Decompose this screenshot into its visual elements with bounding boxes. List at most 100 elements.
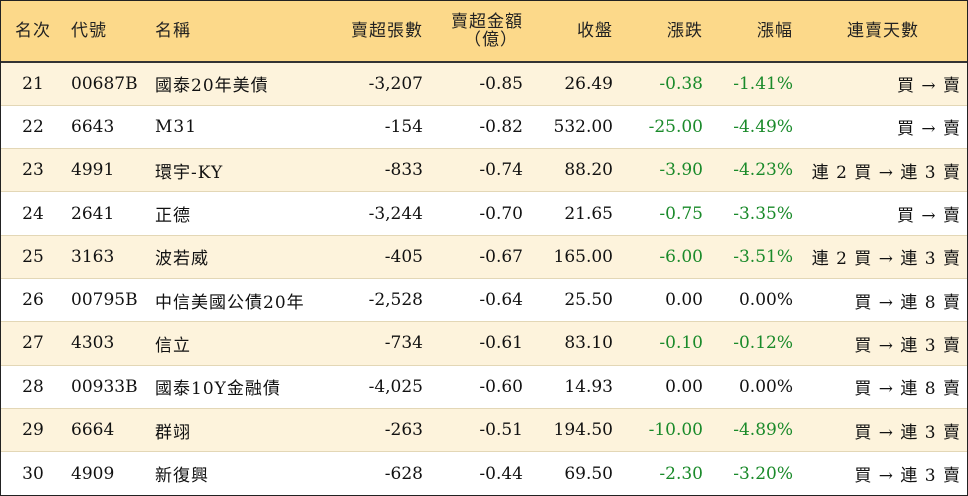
cell-net-sell-amount: -0.51	[479, 420, 523, 441]
table-body: 21 00687B 國泰20年美債 -3,207 -0.85 26.49 -0.38 -1.4…	[1, 62, 967, 495]
cell-rank: 25	[22, 246, 44, 267]
cell-streak: 買 → 連 8 賣	[854, 292, 961, 313]
cell-close: 88.20	[564, 160, 613, 181]
cell-change-pct: -3.35%	[733, 203, 793, 224]
cell-close: 25.50	[564, 290, 613, 311]
cell-close: 532.00	[553, 116, 613, 137]
cell-change: -10.00	[648, 420, 703, 441]
cell-net-sell-amount: -0.61	[479, 333, 523, 354]
cell-close: 194.50	[553, 420, 613, 441]
cell-net-sell-shares: -263	[384, 420, 423, 441]
cell-change: 0.00	[665, 376, 703, 397]
table-row: 24 2641 正德 -3,244 -0.70 21.65 -0.75 -3.35% 買 → 賣	[1, 191, 967, 236]
cell-streak: 連 2 買 → 連 3 賣	[811, 249, 961, 270]
header-row: 名次 代號 名稱 賣超張數 賣超金額 （億） 收盤 漲跌 漲幅 連賣天數	[1, 1, 967, 62]
table-row: 22 6643 M31 -154 -0.82 532.00 -25.00 -4.49% 買 → …	[1, 105, 967, 149]
cell-change-pct: -4.23%	[733, 160, 793, 181]
cell-change: -3.90	[659, 160, 703, 181]
table-row: 26 00795B 中信美國公債20年 -2,528 -0.64 25.50 0.00 0.0…	[1, 278, 967, 322]
cell-close: 14.93	[564, 376, 613, 397]
cell-close: 69.50	[564, 463, 613, 484]
cell-streak: 買 → 賣	[896, 76, 961, 97]
cell-code: 4991	[71, 160, 115, 181]
cell-rank: 27	[22, 333, 44, 354]
cell-net-sell-shares: -628	[384, 463, 423, 484]
cell-code: 00933B	[71, 376, 138, 397]
cell-change: -2.30	[659, 463, 703, 484]
cell-close: 26.49	[564, 73, 613, 94]
cell-net-sell-shares: -3,207	[368, 73, 423, 94]
cell-code: 4909	[71, 463, 115, 484]
cell-net-sell-shares: -2,528	[368, 290, 423, 311]
table-row: 30 4909 新復興 -628 -0.44 69.50 -2.30 -3.20% 買 → 連 …	[1, 451, 967, 495]
table-row: 21 00687B 國泰20年美債 -3,207 -0.85 26.49 -0.38 -1.4…	[1, 62, 967, 106]
cell-streak: 買 → 賣	[896, 119, 961, 140]
cell-net-sell-amount: -0.70	[479, 203, 523, 224]
cell-change: -0.38	[659, 73, 703, 94]
cell-rank: 26	[22, 290, 44, 311]
cell-change-pct: 0.00%	[738, 376, 793, 397]
cell-name: 新復興	[155, 466, 209, 487]
cell-net-sell-shares: -833	[384, 160, 423, 181]
header-rank: 名次	[15, 21, 51, 41]
cell-name: 正德	[155, 206, 191, 227]
cell-streak: 買 → 連 8 賣	[854, 379, 961, 400]
cell-net-sell-amount: -0.74	[479, 160, 523, 181]
cell-code: 00795B	[71, 290, 138, 311]
header-close: 收盤	[577, 21, 613, 41]
cell-net-sell-amount: -0.60	[479, 376, 523, 397]
cell-change-pct: -4.49%	[733, 116, 793, 137]
cell-net-sell-shares: -3,244	[368, 203, 423, 224]
cell-change-pct: -3.20%	[733, 463, 793, 484]
cell-streak: 連 2 買 → 連 3 賣	[811, 162, 961, 183]
cell-rank: 23	[22, 160, 44, 181]
cell-net-sell-amount: -0.82	[479, 116, 523, 137]
cell-rank: 30	[22, 463, 44, 484]
cell-close: 21.65	[564, 203, 613, 224]
header-net-sell-shares: 賣超張數	[351, 21, 423, 41]
cell-name: 群翊	[155, 422, 191, 443]
header-streak: 連賣天數	[847, 21, 919, 41]
cell-code: 2641	[71, 203, 115, 224]
cell-close: 165.00	[553, 246, 613, 267]
cell-code: 4303	[71, 333, 115, 354]
cell-rank: 22	[22, 116, 44, 137]
cell-net-sell-shares: -405	[384, 246, 423, 267]
cell-name: 波若威	[155, 249, 209, 270]
table-row: 25 3163 波若威 -405 -0.67 165.00 -6.00 -3.51% 連 2 買…	[1, 235, 967, 279]
cell-change: 0.00	[665, 290, 703, 311]
cell-code: 00687B	[71, 73, 138, 94]
header-name: 名稱	[155, 21, 191, 41]
header-change: 漲跌	[667, 21, 703, 41]
cell-code: 6643	[71, 116, 115, 137]
cell-name: 信立	[155, 335, 191, 356]
header-net-sell-amount-unit: （億）	[464, 30, 518, 50]
cell-name: 環宇-KY	[155, 162, 224, 183]
cell-change-pct: -1.41%	[733, 73, 793, 94]
cell-net-sell-shares: -734	[384, 333, 423, 354]
cell-net-sell-shares: -4,025	[368, 376, 423, 397]
cell-net-sell-amount: -0.67	[479, 246, 523, 267]
cell-rank: 24	[22, 203, 44, 224]
table-header: 名次 代號 名稱 賣超張數 賣超金額 （億） 收盤 漲跌 漲幅 連賣天數	[1, 1, 967, 62]
cell-name: 國泰10Y金融債	[155, 379, 281, 400]
table-row: 23 4991 環宇-KY -833 -0.74 88.20 -3.90 -4.23% 連 2 …	[1, 148, 967, 192]
header-net-sell-amount-line1: 賣超金額	[451, 12, 523, 32]
cell-streak: 買 → 連 3 賣	[854, 335, 961, 356]
table-row: 28 00933B 國泰10Y金融債 -4,025 -0.60 14.93 0.00 0.00…	[1, 365, 967, 409]
cell-change: -0.75	[659, 203, 703, 224]
header-code: 代號	[71, 21, 107, 41]
cell-change: -25.00	[648, 116, 703, 137]
cell-streak: 買 → 連 3 賣	[854, 422, 961, 443]
cell-net-sell-amount: -0.85	[479, 73, 523, 94]
cell-streak: 買 → 連 3 賣	[854, 466, 961, 487]
cell-streak: 買 → 賣	[896, 206, 961, 227]
cell-name: 國泰20年美債	[155, 76, 269, 97]
cell-change-pct: 0.00%	[738, 290, 793, 311]
cell-name: 中信美國公債20年	[155, 292, 305, 313]
cell-change: -0.10	[659, 333, 703, 354]
cell-name: M31	[155, 116, 198, 137]
cell-rank: 21	[22, 73, 44, 94]
